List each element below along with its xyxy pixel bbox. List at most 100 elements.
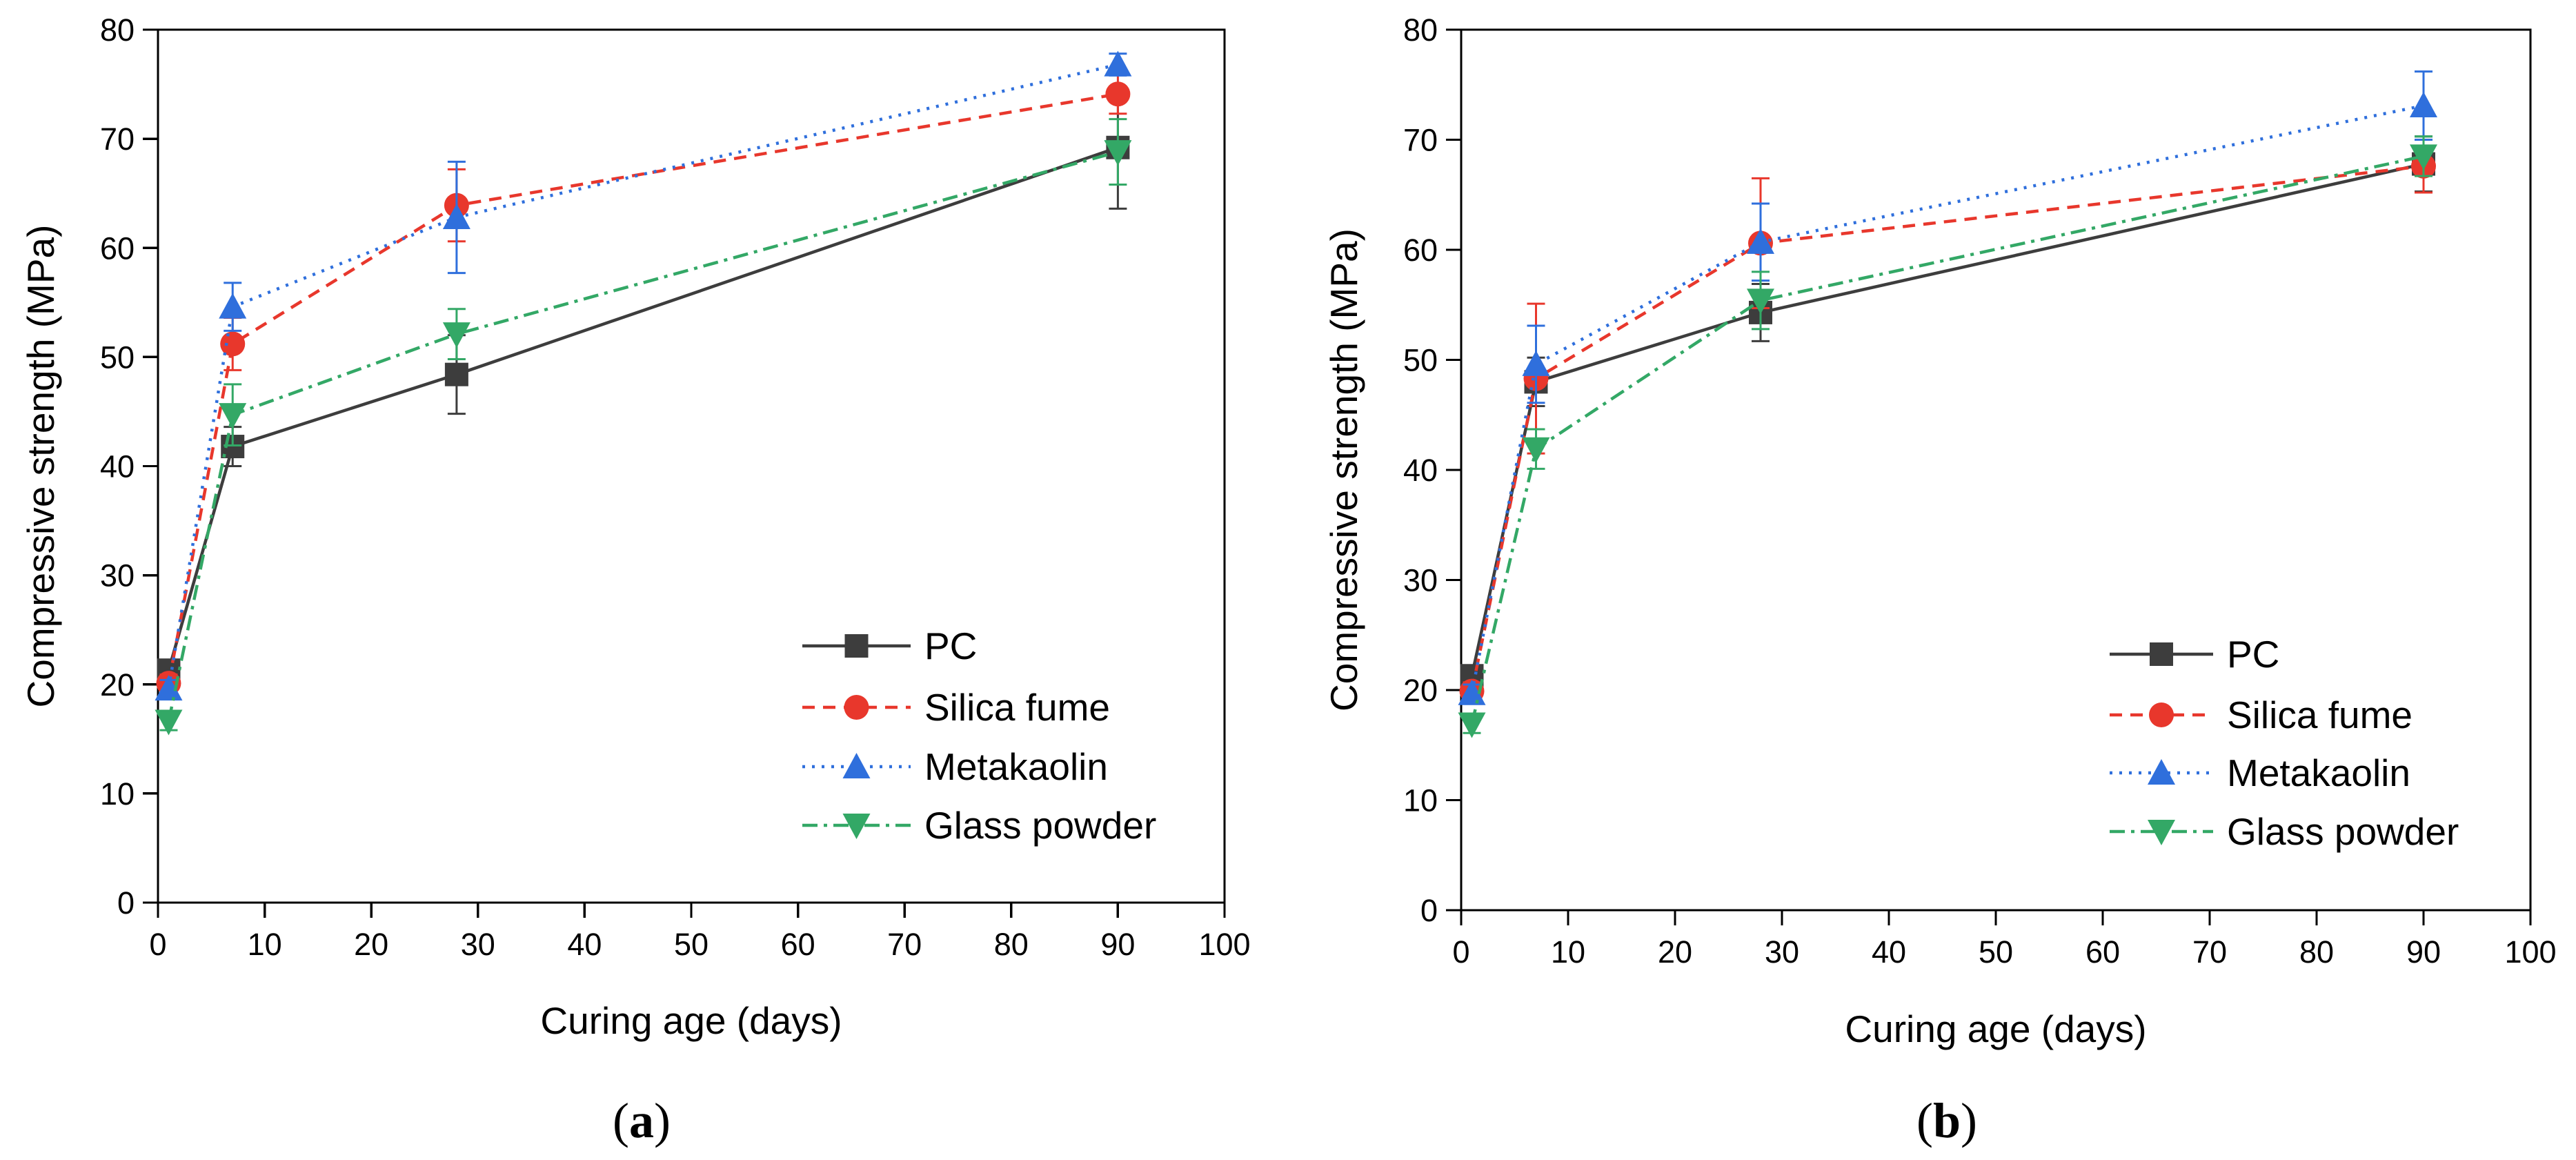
legend-item-glass-powder: Glass powder [802, 804, 1156, 847]
y-axis-label: Compressive strength (MPa) [1322, 228, 1365, 711]
data-point [2410, 92, 2437, 118]
data-point [1104, 50, 1132, 77]
legend-label: Silica fume [2227, 694, 2412, 736]
series-line [1470, 164, 2424, 692]
series-glass-powder [1458, 135, 2437, 738]
data-point [219, 403, 247, 429]
legend-marker [842, 814, 871, 839]
x-tick-label: 50 [1979, 934, 2013, 970]
x-tick-label: 40 [1872, 934, 1906, 970]
x-tick-label: 60 [781, 927, 815, 962]
data-point [1522, 437, 1550, 463]
series-pc [157, 85, 1130, 682]
series-line [167, 92, 1118, 684]
y-tick-label: 70 [1403, 123, 1438, 158]
legend-marker [2150, 642, 2173, 666]
legend-marker [2149, 702, 2174, 727]
legend-item-glass-powder: Glass powder [2110, 810, 2459, 853]
y-tick-label: 40 [1403, 453, 1438, 488]
series-silica-fume [1459, 139, 2436, 704]
series-line [167, 150, 1118, 722]
panel-caption: (a) [613, 1093, 671, 1148]
data-point [1458, 712, 1486, 738]
y-tick-label: 80 [1403, 12, 1438, 48]
data-point [155, 675, 183, 701]
legend-label: Silica fume [924, 686, 1110, 729]
legend-item-pc: PC [802, 625, 977, 667]
data-point [220, 331, 246, 357]
series-line [167, 146, 1119, 671]
y-tick-label: 0 [1420, 893, 1438, 928]
data-point [442, 203, 470, 229]
x-tick-label: 80 [2299, 934, 2334, 970]
x-tick-label: 30 [1765, 934, 1799, 970]
legend-item-silica-fume: Silica fume [2110, 694, 2412, 736]
series-line [1470, 162, 2424, 676]
x-tick-label: 10 [1551, 934, 1585, 970]
series-line [167, 63, 1118, 689]
x-axis-label: Curing age (days) [540, 999, 842, 1042]
data-point [1747, 288, 1774, 315]
legend-label: Glass powder [2227, 810, 2459, 853]
series-line [1470, 104, 2424, 694]
data-point [2410, 144, 2437, 170]
y-tick-label: 10 [1403, 783, 1438, 818]
series-glass-powder [155, 118, 1132, 736]
legend-label: Glass powder [924, 804, 1156, 847]
y-axis-label: Compressive strength (MPa) [19, 225, 62, 708]
legend-label: Metakaolin [2227, 751, 2410, 794]
y-tick-label: 20 [100, 667, 135, 702]
data-point [1522, 350, 1550, 376]
x-tick-label: 90 [2406, 934, 2441, 970]
data-point [1105, 81, 1131, 107]
x-tick-label: 10 [248, 927, 282, 962]
data-point [155, 709, 183, 736]
panel-caption: (b) [1916, 1093, 1977, 1148]
data-point [444, 362, 468, 386]
data-point [442, 322, 470, 348]
x-tick-label: 100 [1198, 927, 1250, 962]
series-pc [1460, 135, 2435, 688]
x-tick-label: 40 [567, 927, 602, 962]
x-tick-label: 50 [674, 927, 709, 962]
legend-item-pc: PC [2110, 633, 2279, 676]
y-tick-label: 20 [1403, 673, 1438, 708]
data-point [1458, 679, 1486, 705]
x-tick-label: 80 [994, 927, 1029, 962]
x-tick-label: 30 [461, 927, 495, 962]
legend-label: Metakaolin [924, 745, 1108, 788]
series-line [1470, 155, 2424, 725]
y-tick-label: 30 [1403, 563, 1438, 598]
x-axis-label: Curing age (days) [1845, 1007, 2146, 1050]
x-tick-label: 70 [887, 927, 922, 962]
legend-item-metakaolin: Metakaolin [802, 745, 1108, 788]
x-tick-label: 90 [1100, 927, 1135, 962]
y-tick-label: 0 [117, 885, 135, 921]
x-tick-label: 20 [1658, 934, 1692, 970]
y-tick-label: 70 [100, 121, 135, 157]
panel-b: 0 10 20 30 40 50 60 70 80 90 100 0 10 20 30 40 50 60 70 80 C… [1322, 12, 2557, 1148]
y-tick-label: 60 [100, 230, 135, 266]
legend-label: PC [2227, 633, 2279, 676]
series-silica-fume [156, 73, 1131, 696]
legend-marker [842, 753, 871, 778]
legend-marker [844, 634, 869, 658]
legend-marker [844, 695, 869, 720]
legend-marker [2148, 759, 2175, 785]
legend-marker [2148, 820, 2175, 845]
y-tick-label: 80 [100, 12, 135, 48]
x-tick-label: 0 [1452, 934, 1469, 970]
y-tick-label: 40 [100, 449, 135, 484]
panel-a: 0 10 20 30 40 50 60 70 80 90 100 0 10 20 30 40 50 60 70 80 C… [19, 12, 1251, 1148]
data-point [219, 293, 247, 319]
legend-item-silica-fume: Silica fume [802, 686, 1110, 729]
y-tick-label: 50 [100, 340, 135, 375]
y-tick-label: 60 [1403, 233, 1438, 268]
x-tick-label: 100 [2504, 934, 2556, 970]
x-tick-label: 70 [2192, 934, 2227, 970]
x-tick-label: 60 [2085, 934, 2120, 970]
series-metakaolin [1458, 70, 2437, 705]
data-point [1747, 228, 1774, 254]
y-tick-label: 50 [1403, 343, 1438, 378]
